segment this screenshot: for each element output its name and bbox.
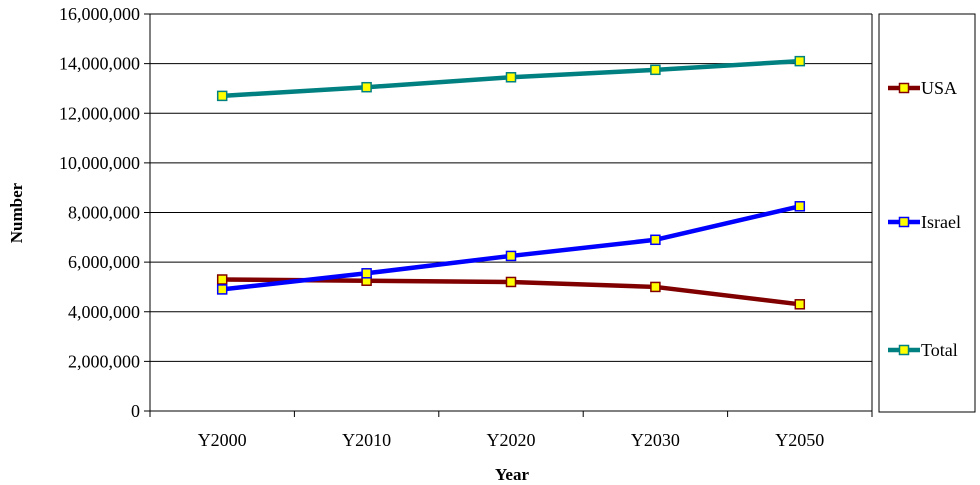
y-tick-label: 10,000,000 (59, 153, 140, 173)
gridlines (150, 13, 872, 412)
y-tick-label: 4,000,000 (68, 302, 140, 322)
y-axis-ticks: 0 2,000,000 4,000,000 6,000,000 8,000,000 10,… (59, 4, 150, 421)
x-axis-ticks: Y2000 Y2010 Y2020 Y2030 Y2050 (149, 411, 873, 450)
legend-label-usa: USA (921, 78, 957, 98)
y-axis-title: Number (7, 182, 26, 243)
x-tick-label: Y2010 (342, 430, 391, 450)
legend: USA Israel Total (878, 13, 976, 413)
data-point-israel (216, 284, 228, 295)
legend-marker-israel (898, 216, 910, 228)
x-tick-label: Y2050 (775, 430, 824, 450)
data-point-israel (794, 201, 806, 212)
data-point-usa (794, 299, 806, 310)
y-tick-label: 16,000,000 (59, 4, 140, 24)
y-tick-label: 8,000,000 (68, 203, 140, 223)
data-point-total (650, 64, 661, 76)
x-axis-title: Year (495, 465, 529, 484)
x-tick-label: Y2020 (487, 430, 536, 450)
x-tick-label: Y2000 (198, 430, 247, 450)
data-point-total (505, 72, 517, 83)
data-point-israel (650, 234, 661, 246)
data-point-total (216, 90, 228, 102)
series-layer (216, 55, 806, 310)
data-point-total (361, 81, 372, 93)
data-point-usa (216, 274, 228, 285)
y-tick-label: 14,000,000 (59, 54, 140, 74)
data-point-total (794, 55, 806, 67)
data-point-israel (505, 250, 517, 262)
x-tick-label: Y2030 (631, 430, 680, 450)
y-tick-label: 6,000,000 (68, 252, 140, 272)
legend-box (878, 13, 976, 413)
data-point-israel (361, 268, 372, 279)
y-tick-label: 0 (131, 401, 140, 421)
y-tick-label: 12,000,000 (59, 103, 140, 123)
legend-label-total: Total (921, 340, 958, 360)
legend-marker-total (898, 344, 910, 356)
data-point-usa (505, 276, 517, 288)
y-tick-label: 2,000,000 (68, 351, 140, 371)
legend-label-israel: Israel (921, 212, 961, 232)
legend-marker-usa (898, 82, 910, 94)
data-point-usa (650, 281, 661, 293)
